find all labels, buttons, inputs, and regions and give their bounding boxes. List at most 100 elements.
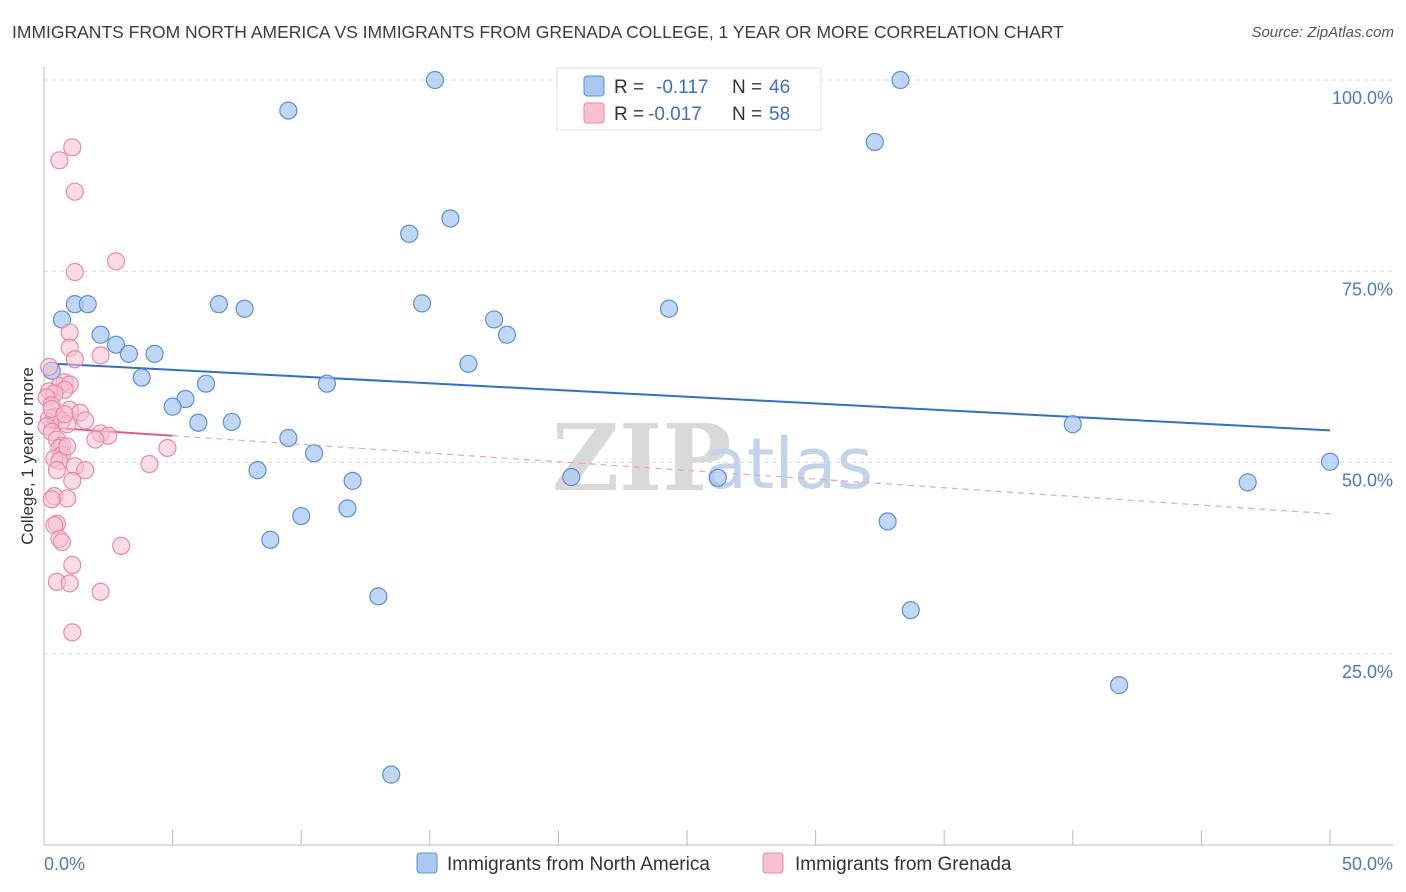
y-tick-label-25: 25.0% [1342,662,1393,682]
point-north-america [292,506,311,526]
point-north-america [1238,473,1257,492]
point-north-america [106,335,126,354]
point-north-america [382,765,401,784]
point-north-america [400,224,419,243]
point-grenada [91,582,110,601]
point-grenada [47,461,66,480]
stats-r-label-2: R = [614,104,644,125]
y-tick-label-50: 50.0% [1342,471,1393,491]
point-north-america [222,412,241,432]
stats-box: R = -0.117 N = 46 R = -0.017 N = 58 [556,67,822,131]
point-north-america [891,70,910,90]
stats-swatch-north-america [583,75,605,97]
x-tick-label-max: 50.0% [1342,854,1393,874]
point-north-america [901,601,920,620]
point-north-america [145,344,164,363]
point-north-america [459,354,478,373]
point-grenada [63,471,82,490]
point-north-america [425,70,445,90]
point-north-america [317,374,337,393]
legend-label-grenada: Immigrants from Grenada [795,854,1012,875]
point-north-america [1320,452,1340,471]
point-grenada [158,438,177,458]
stats-r-value-2: -0.017 [648,104,702,125]
point-north-america [248,461,267,480]
point-grenada [58,437,77,456]
y-axis-label: College, 1 year or more [18,367,37,545]
point-north-america [659,299,679,318]
point-grenada [65,350,84,369]
point-north-america [163,397,182,416]
point-north-america [708,468,727,487]
point-north-america [261,530,280,549]
point-north-america [132,368,151,387]
stats-r-label-1: R = [614,77,644,98]
point-grenada [63,623,82,642]
legend-swatch-north-america [416,852,438,874]
chart-title: IMMIGRANTS FROM NORTH AMERICA VS IMMIGRA… [12,22,1064,42]
point-grenada [63,555,82,575]
point-north-america [865,132,884,152]
grid-layer [44,79,1393,655]
y-tick-labels: 25.0% 50.0% 75.0% 100.0% [1332,88,1393,682]
y-tick-label-75: 75.0% [1342,279,1393,299]
point-north-america [235,299,254,318]
point-north-america [412,294,432,313]
stats-swatch-grenada [583,102,605,124]
point-grenada [86,430,105,449]
point-north-america [369,587,388,606]
point-north-america [338,499,357,518]
watermark: ZIP atlas [552,404,873,512]
point-grenada [65,182,84,201]
point-north-america [119,344,138,363]
point-north-america [497,325,517,344]
point-north-america [485,310,504,329]
stats-n-label-1: N = [732,77,762,98]
point-grenada [50,151,69,170]
point-grenada [76,411,95,430]
stats-n-label-2: N = [732,104,762,125]
point-north-america [209,295,228,314]
point-grenada [63,138,82,157]
point-north-america [78,295,97,314]
axis-layer [43,67,1393,846]
point-grenada [76,461,95,480]
trend-line-north-america [56,362,1331,432]
point-grenada [60,574,79,593]
point-north-america [91,325,110,344]
stats-n-value-1: 46 [769,77,790,98]
legend-swatch-grenada [762,852,784,874]
point-grenada [52,532,72,552]
point-grenada [55,405,74,424]
point-grenada [40,357,59,376]
point-north-america [304,444,324,463]
stats-n-value-2: 58 [769,104,790,125]
point-grenada [65,262,84,282]
chart-source: Source: ZipAtlas.com [1251,24,1394,41]
y-tick-label-100: 100.0% [1332,88,1393,108]
point-north-america [279,428,298,448]
x-tick-label-min: 0.0% [44,854,85,874]
point-north-america [1063,415,1082,434]
point-grenada [60,323,79,342]
point-grenada [91,346,110,365]
point-grenada [42,490,61,509]
watermark-atlas: atlas [704,423,873,505]
legend-label-north-america: Immigrants from North America [447,854,710,875]
x-tick-labels: 0.0% 50.0% [44,854,1393,874]
data-points [37,70,1340,784]
point-north-america [196,374,216,393]
point-north-america [441,209,460,228]
stats-r-value-1: -0.117 [656,77,708,98]
point-north-america [343,471,362,490]
point-north-america [878,512,897,531]
watermark-zip: ZIP [552,404,731,512]
point-north-america [562,467,581,487]
point-north-america [279,101,298,120]
point-north-america [1109,676,1129,695]
point-grenada [106,252,126,271]
legend: Immigrants from North America Immigrants… [416,852,1012,875]
point-grenada [112,536,131,555]
point-grenada [140,454,159,474]
